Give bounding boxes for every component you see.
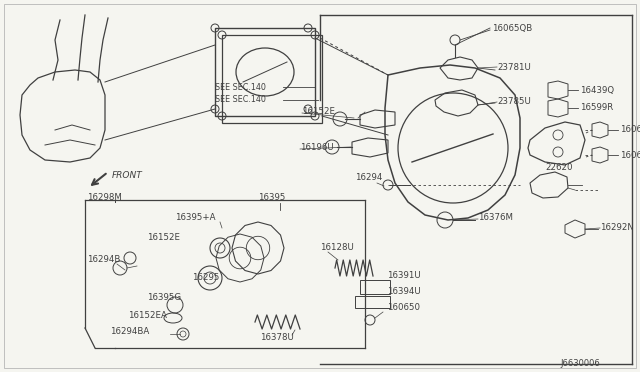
Text: 16152E: 16152E bbox=[147, 234, 180, 243]
Text: 16152E: 16152E bbox=[302, 108, 335, 116]
Text: 160650A: 160650A bbox=[620, 151, 640, 160]
Text: 16152EA: 16152EA bbox=[128, 311, 167, 320]
Text: SEE SEC.140: SEE SEC.140 bbox=[215, 96, 266, 105]
Text: 16294: 16294 bbox=[355, 173, 382, 183]
Text: 160650: 160650 bbox=[387, 304, 420, 312]
Text: 16378U: 16378U bbox=[260, 334, 294, 343]
Text: 16391U: 16391U bbox=[387, 270, 420, 279]
Bar bbox=[215, 28, 315, 116]
Text: 16298M: 16298M bbox=[87, 192, 122, 202]
Text: 16292N: 16292N bbox=[600, 222, 634, 231]
Text: 16599R: 16599R bbox=[580, 103, 613, 112]
Text: 16295: 16295 bbox=[192, 273, 220, 282]
Text: 16395+A: 16395+A bbox=[175, 214, 216, 222]
Text: 160650A: 160650A bbox=[620, 125, 640, 135]
Bar bbox=[355, 296, 390, 308]
Text: 16395G: 16395G bbox=[147, 294, 181, 302]
Text: 16394U: 16394U bbox=[387, 288, 420, 296]
Text: 16128U: 16128U bbox=[320, 244, 354, 253]
Bar bbox=[360, 280, 390, 294]
Text: 16376M: 16376M bbox=[478, 214, 513, 222]
Text: 16395: 16395 bbox=[258, 193, 285, 202]
Text: 16196U: 16196U bbox=[300, 144, 333, 153]
Text: J6630006: J6630006 bbox=[560, 359, 600, 368]
Text: 23781U: 23781U bbox=[497, 64, 531, 73]
Text: 23785U: 23785U bbox=[497, 96, 531, 106]
Text: 16294BA: 16294BA bbox=[110, 327, 149, 337]
Text: 16439Q: 16439Q bbox=[580, 86, 614, 94]
Text: 22620: 22620 bbox=[545, 164, 573, 173]
Text: 16065QB: 16065QB bbox=[492, 23, 532, 32]
Bar bbox=[222, 35, 322, 123]
Text: SEE SEC.140: SEE SEC.140 bbox=[215, 83, 266, 92]
Text: 16294B: 16294B bbox=[87, 256, 120, 264]
Text: FRONT: FRONT bbox=[112, 170, 143, 180]
